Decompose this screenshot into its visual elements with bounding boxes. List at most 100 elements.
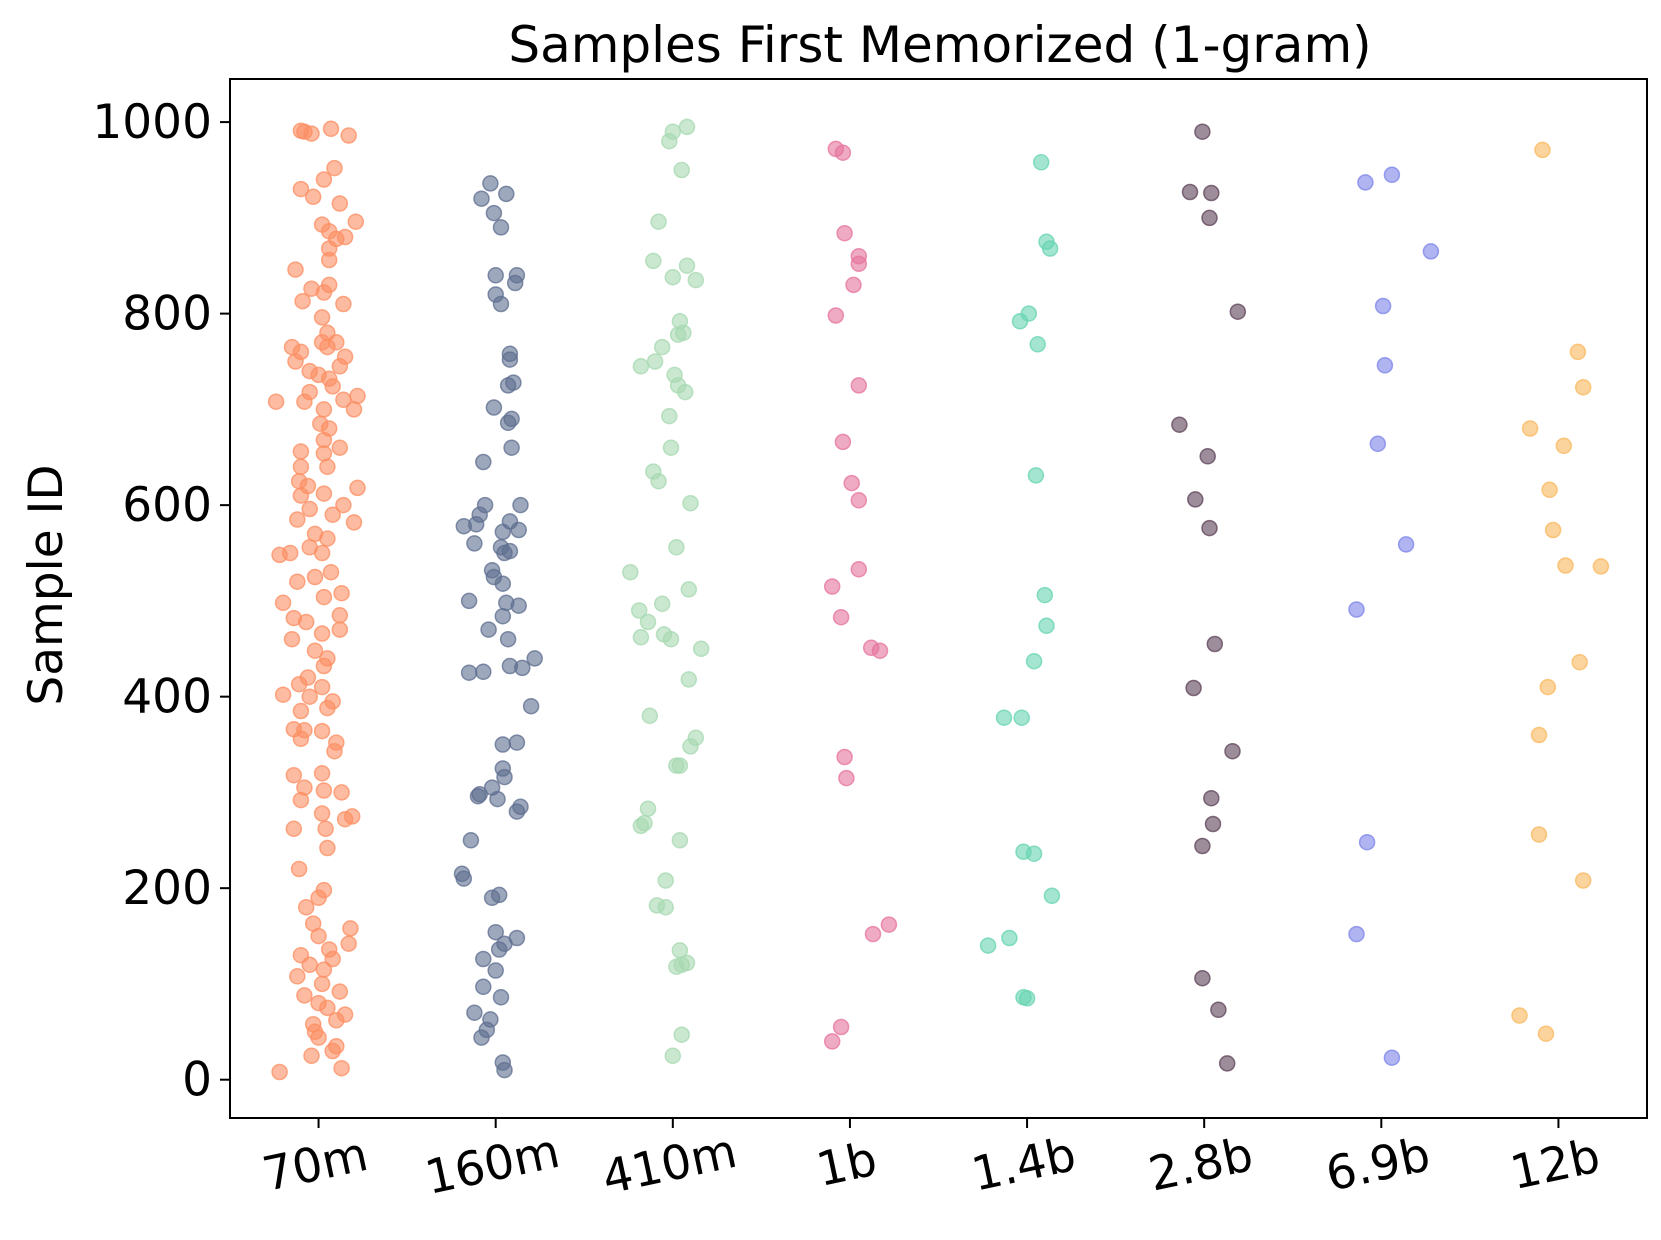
data-point [483, 562, 501, 579]
x-tick-label: 12b [1506, 1129, 1605, 1201]
data-point [349, 387, 366, 405]
data-point [838, 769, 855, 787]
data-point [1001, 929, 1018, 947]
data-point [671, 942, 689, 959]
data-point [297, 899, 315, 916]
data-point [303, 280, 320, 297]
data-point [336, 1006, 354, 1023]
data-point [1025, 652, 1043, 670]
data-point [274, 594, 292, 612]
data-point [1043, 887, 1061, 905]
data-point [1201, 519, 1218, 537]
x-tick-label: 410m [598, 1124, 742, 1206]
ticks-layer: 0 200 400 600 800 1000 70m 160m 410m 1b 1.4b 2.8b 6.… [92, 95, 1604, 1206]
data-point [494, 760, 512, 777]
data-point [1015, 989, 1032, 1006]
data-point [315, 588, 333, 606]
y-axis-label: Sample ID [19, 464, 74, 705]
data-point [290, 860, 308, 878]
data-point [1038, 233, 1055, 251]
data-point [1348, 601, 1365, 618]
data-point [1539, 678, 1557, 696]
data-point [313, 216, 331, 233]
data-point [296, 123, 313, 140]
data-point [466, 1004, 483, 1021]
y-tick-label: 200 [122, 861, 212, 916]
data-point [1032, 154, 1050, 171]
data-point [1171, 416, 1188, 433]
data-point [1555, 437, 1573, 455]
data-point [1206, 635, 1224, 653]
data-point [498, 185, 515, 203]
data-point [328, 1037, 345, 1055]
x-tick-label: 160m [420, 1124, 564, 1206]
data-point [292, 458, 310, 476]
data-point [1541, 481, 1558, 499]
data-point [880, 916, 898, 933]
data-point [281, 544, 299, 562]
data-point [680, 581, 698, 598]
data-point [503, 439, 520, 456]
data-point [492, 219, 510, 236]
data-point [827, 307, 845, 324]
series-1.4b [979, 154, 1061, 1007]
data-point [1357, 174, 1374, 191]
series-70m [267, 120, 366, 1081]
data-point [512, 798, 529, 816]
data-point [508, 734, 526, 751]
data-point [657, 872, 674, 889]
data-point [1020, 305, 1038, 322]
data-point [1383, 166, 1401, 184]
data-point [336, 348, 354, 365]
data-point [1530, 726, 1548, 744]
data-point [289, 573, 306, 590]
data-point [473, 190, 490, 207]
data-point [512, 496, 529, 514]
data-point [1537, 1025, 1555, 1042]
data-point [850, 377, 868, 394]
data-point [501, 345, 519, 363]
data-point [508, 929, 526, 947]
data-point [315, 171, 333, 188]
data-point [646, 353, 664, 370]
data-point [671, 313, 689, 330]
data-point [678, 954, 696, 972]
data-point [324, 506, 341, 523]
data-point [345, 514, 363, 531]
y-tick-label: 1000 [92, 95, 212, 150]
data-point [292, 443, 310, 460]
data-point [687, 729, 705, 747]
data-point [1203, 184, 1220, 202]
series-12b [1511, 141, 1610, 1042]
data-point [494, 736, 512, 753]
data-point [301, 688, 318, 705]
series-410m [622, 118, 710, 1065]
data-point [641, 707, 659, 725]
data-point [832, 608, 850, 626]
data-point [313, 765, 331, 782]
data-point [487, 267, 504, 284]
data-point [315, 485, 333, 502]
data-point [494, 523, 512, 541]
data-point [1027, 467, 1045, 484]
data-point [343, 808, 361, 825]
data-point [466, 535, 483, 552]
data-point [653, 338, 671, 356]
data-point [333, 1059, 350, 1077]
data-point [313, 678, 331, 696]
data-point [322, 120, 340, 138]
data-point [331, 621, 349, 638]
data-point [1229, 303, 1247, 320]
data-point [639, 613, 657, 631]
data-point [1201, 209, 1218, 227]
data-point [1224, 742, 1241, 760]
data-point [331, 983, 349, 1000]
data-point [1038, 617, 1055, 635]
data-point [678, 118, 696, 136]
data-point [645, 252, 662, 270]
data-point [313, 805, 331, 822]
data-point [471, 786, 488, 803]
data-point [850, 247, 868, 265]
data-point [296, 987, 313, 1004]
